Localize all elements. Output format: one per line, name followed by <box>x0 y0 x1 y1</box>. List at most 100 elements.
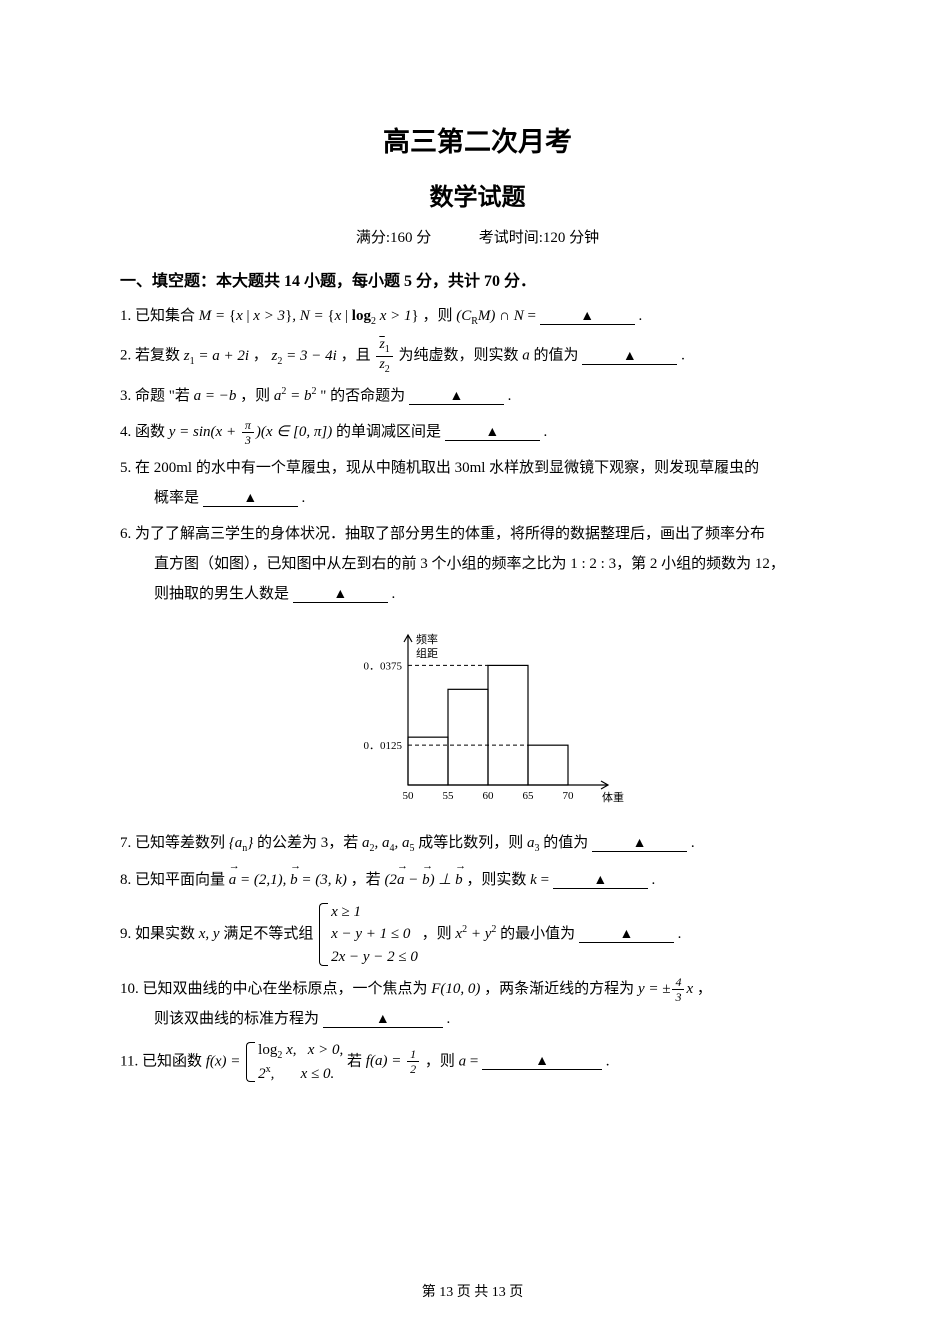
q7-num: 7. <box>120 835 131 851</box>
answer-blank: ▲ <box>579 927 674 943</box>
question-4: 4. 函数 y = sin(x + π3)(x ∈ [0, π]) 的单调减区间… <box>120 417 835 447</box>
question-8: 8. 已知平面向量 a = (2,1), b = (3, k) ，若 (2a −… <box>120 865 835 895</box>
q11-brace: log2 x, x > 0, 2x, x ≤ 0. <box>244 1040 343 1084</box>
q11-text-c: ，则 <box>425 1053 459 1069</box>
q4-text-a: 函数 <box>135 424 169 440</box>
q3-num: 3. <box>120 388 131 404</box>
q11-var-a: a <box>459 1053 467 1069</box>
q1-text-b: ，则 <box>422 308 456 324</box>
answer-blank: ▲ <box>592 836 687 852</box>
page-subtitle: 数学试题 <box>120 177 835 212</box>
q2-text-c: ，且 <box>341 348 375 364</box>
q7-text-d: 的值为 <box>543 835 588 851</box>
q2-var-a: a <box>522 348 530 364</box>
answer-blank: ▲ <box>293 587 388 603</box>
svg-text:60: 60 <box>482 790 494 802</box>
q9-brace: x ≥ 1 x − y + 1 ≤ 0 2x − y − 2 ≤ 0 <box>317 901 418 969</box>
svg-text:0．0125: 0．0125 <box>363 740 402 752</box>
q2-text-b: ， <box>253 348 272 364</box>
answer-blank: ▲ <box>482 1054 602 1070</box>
answer-blank: ▲ <box>582 349 677 365</box>
q6-line1: 为了了解高三学生的身体状况．抽取了部分男生的体重，将所得的数据整理后，画出了频率… <box>135 526 765 542</box>
q11-num: 11. <box>120 1053 138 1069</box>
question-5: 5. 在 200ml 的水中有一个草履虫，现从中随机取出 30ml 水样放到显微… <box>120 453 835 513</box>
q4-expr: y = sin(x + π3)(x ∈ [0, π]) <box>169 424 332 440</box>
svg-text:65: 65 <box>522 790 534 802</box>
q4-text-b: 的单调减区间是 <box>336 424 441 440</box>
q2-text-d: 为纯虚数，则实数 <box>399 348 523 364</box>
question-6: 6. 为了了解高三学生的身体状况．抽取了部分男生的体重，将所得的数据整理后，画出… <box>120 519 835 609</box>
q1-expr-1: M = {x | x > 3}, N = {x | log2 x > 1} <box>199 308 419 324</box>
q10-line2: 则该双曲线的标准方程为 ▲ . <box>120 1011 450 1027</box>
q11-text-d: = <box>470 1053 478 1069</box>
q9-vars: x, y <box>199 926 220 942</box>
svg-text:70: 70 <box>562 790 574 802</box>
answer-blank: ▲ <box>445 425 540 441</box>
q5-line1: 在 200ml 的水中有一个草履虫，现从中随机取出 30ml 水样放到显微镜下观… <box>135 460 759 476</box>
question-7: 7. 已知等差数列 {an} 的公差为 3，若 a2, a4, a5 成等比数列… <box>120 828 835 859</box>
q5-line2: 概率是 ▲ . <box>120 490 305 506</box>
q10-focus: F(10, 0) <box>431 981 480 997</box>
q7-text-c: 成等比数列，则 <box>418 835 527 851</box>
q3-text-b: ，则 <box>240 388 274 404</box>
answer-blank: ▲ <box>409 389 504 405</box>
q8-text-a: 已知平面向量 <box>135 872 229 888</box>
q8-expr-1: a = (2,1), b = (3, k) <box>229 872 347 888</box>
q2-expr-2: z2 = 3 − 4i <box>272 348 337 364</box>
svg-text:0．0375: 0．0375 <box>363 660 402 672</box>
q5-num: 5. <box>120 460 131 476</box>
q10-asymp: y = ±43x <box>638 981 693 997</box>
q2-frac: z1z2 <box>376 338 392 375</box>
q9-text-b: 满足不等式组 <box>223 926 317 942</box>
page-title: 高三第二次月考 <box>120 120 835 159</box>
q9-text-a: 如果实数 <box>135 926 199 942</box>
q11-func: f(x) = <box>206 1053 244 1069</box>
q7-text-a: 已知等差数列 <box>135 835 229 851</box>
q3-expr-1: a = −b <box>194 388 237 404</box>
q6-line3: 则抽取的男生人数是 ▲ . <box>120 586 395 602</box>
q9-num: 9. <box>120 926 131 942</box>
q9-text-d: 的最小值为 <box>500 926 575 942</box>
exam-info: 满分:160 分 考试时间:120 分钟 <box>120 226 835 247</box>
q7-text-b: 的公差为 3，若 <box>257 835 362 851</box>
q7-expr-2: a2, a4, a5 <box>362 835 415 851</box>
svg-text:组距: 组距 <box>416 646 438 660</box>
svg-text:体重: 体重 <box>602 790 624 804</box>
question-3: 3. 命题 "若 a = −b ，则 a2 = b2 " 的否命题为 ▲ . <box>120 381 835 411</box>
question-2: 2. 若复数 z1 = a + 2i ， z2 = 3 − 4i ，且 z1z2… <box>120 338 835 375</box>
q2-text-e: 的值为 <box>534 348 579 364</box>
answer-blank: ▲ <box>553 873 648 889</box>
page: 高三第二次月考 数学试题 满分:160 分 考试时间:120 分钟 一、填空题：… <box>0 0 945 1337</box>
q10-line1-a: 已知双曲线的中心在坐标原点，一个焦点为 <box>143 981 432 997</box>
q9-text-c: ，则 <box>422 926 456 942</box>
answer-blank: ▲ <box>323 1012 443 1028</box>
exam-time: 考试时间:120 分钟 <box>479 230 599 246</box>
q2-text-a: 若复数 <box>135 348 184 364</box>
answer-blank: ▲ <box>540 309 635 325</box>
histogram-svg: 频率组距体重 0．0375 0．0125 50 55 60 65 70 <box>328 615 628 815</box>
q2-expr-1: z1 = a + 2i <box>184 348 249 364</box>
svg-text:频率: 频率 <box>416 632 438 646</box>
q6-num: 6. <box>120 526 131 542</box>
q11-expr: f(a) = 12 <box>366 1053 421 1069</box>
q2-num: 2. <box>120 348 131 364</box>
q7-expr-3: a3 <box>527 835 540 851</box>
histogram-chart: 频率组距体重 0．0375 0．0125 50 55 60 65 70 <box>120 615 835 820</box>
page-footer: 第 13 页 共 13 页 <box>0 1281 945 1301</box>
section-heading: 一、填空题：本大题共 14 小题，每小题 5 分，共计 70 分． <box>120 267 835 291</box>
q8-var-k: k <box>530 872 537 888</box>
svg-text:55: 55 <box>442 790 454 802</box>
q4-num: 4. <box>120 424 131 440</box>
q11-text-b: 若 <box>347 1053 366 1069</box>
q8-text-b: ，若 <box>351 872 385 888</box>
question-11: 11. 已知函数 f(x) = log2 x, x > 0, 2x, x ≤ 0… <box>120 1040 835 1084</box>
answer-blank: ▲ <box>203 491 298 507</box>
svg-text:50: 50 <box>402 790 414 802</box>
q8-text-d: = <box>541 872 549 888</box>
q8-num: 8. <box>120 872 131 888</box>
q7-expr-1: {an} <box>229 835 254 851</box>
q1-num: 1. <box>120 308 131 324</box>
q3-text-c: " 的否命题为 <box>320 388 405 404</box>
question-10: 10. 已知双曲线的中心在坐标原点，一个焦点为 F(10, 0) ，两条渐近线的… <box>120 974 835 1034</box>
q3-text-a: 命题 "若 <box>135 388 194 404</box>
